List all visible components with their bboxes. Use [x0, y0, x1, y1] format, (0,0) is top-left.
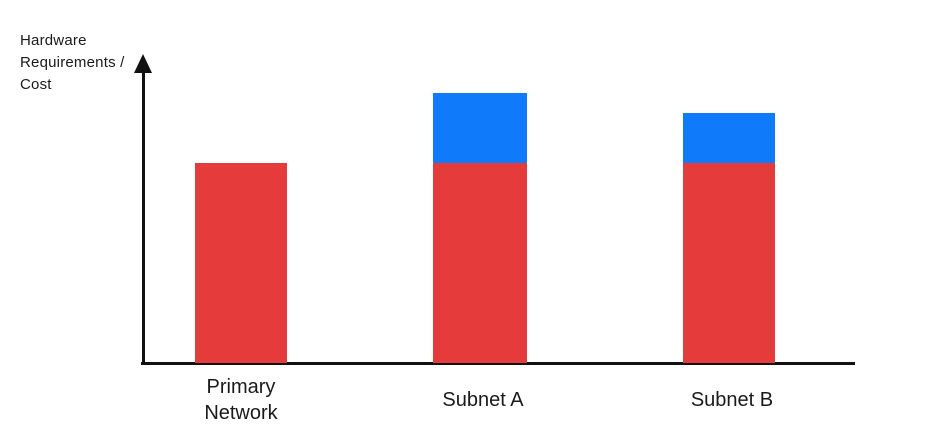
bar-subnet-b: [683, 113, 775, 363]
bar-segment-blue-segment: [683, 113, 775, 163]
bar-segment-red-segment: [683, 163, 775, 363]
bar-primary-network: [195, 163, 287, 363]
bar-segment-red-segment: [195, 163, 287, 363]
x-tick-label-subnet-a: Subnet A: [442, 389, 524, 411]
y-axis-label: Hardware Requirements / Cost: [20, 32, 125, 93]
x-tick-label-primary-network: Primary Network: [204, 376, 278, 424]
bar-segment-blue-segment: [433, 93, 527, 163]
x-axis: [141, 362, 855, 365]
y-axis: [142, 58, 145, 364]
bar-segment-red-segment: [433, 163, 527, 363]
bar-subnet-a: [433, 93, 527, 363]
x-tick-label-subnet-b: Subnet B: [690, 389, 774, 411]
